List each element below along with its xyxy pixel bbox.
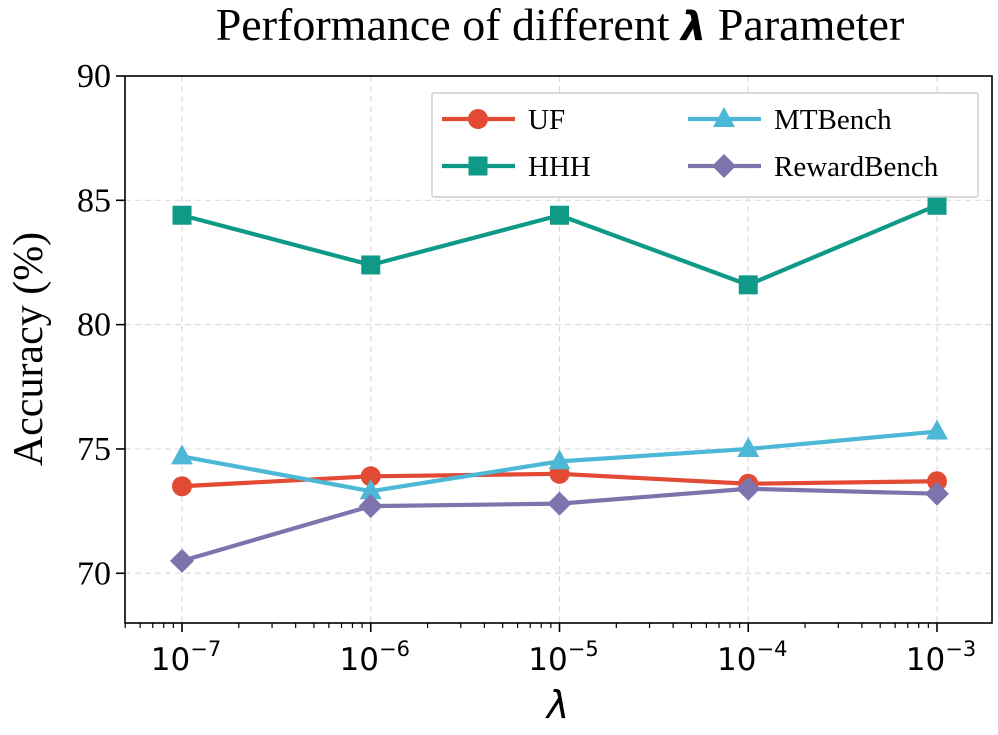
legend-label-hhh: HHH [528, 151, 591, 183]
x-tick-base: 10 [906, 642, 945, 678]
data-point-rewardbench [736, 476, 761, 501]
chart-title-symbol: λ [679, 4, 706, 50]
data-point-hhh [738, 275, 758, 295]
plot-frame [124, 75, 993, 624]
data-point-mtbench [737, 436, 760, 457]
data-point-rewardbench [358, 494, 383, 519]
chart-title-before: Performance of different [216, 0, 681, 50]
legend-marker-rewardbench [712, 154, 736, 178]
x-tick-exponent: −5 [568, 637, 599, 661]
series-layer [170, 195, 949, 573]
x-tick-base: 10 [528, 642, 567, 678]
data-point-hhh [361, 255, 381, 275]
data-point-uf [927, 471, 947, 492]
x-tick-label: 10−7 [151, 637, 221, 678]
x-tick-base: 10 [340, 642, 379, 678]
x-tick-base: 10 [717, 642, 756, 678]
x-tick-label: 10−6 [340, 637, 410, 678]
x-tick-label: 10−5 [528, 637, 598, 678]
x-tick-exponent: −6 [379, 637, 410, 661]
y-tick-label: 75 [77, 431, 111, 468]
data-point-hhh [172, 205, 192, 225]
legend-marker-mtbench [713, 107, 735, 127]
legend-label-mtbench: MTBench [774, 104, 892, 136]
x-tick-label: 10−3 [906, 637, 976, 678]
x-tick-exponent: −7 [190, 637, 221, 661]
data-point-hhh [927, 195, 947, 215]
y-tick-label: 85 [77, 182, 111, 219]
x-tick-base: 10 [151, 642, 190, 678]
data-point-mtbench [171, 444, 193, 465]
chart-title-after: Parameter [706, 0, 904, 50]
data-point-rewardbench [925, 481, 949, 506]
legend-box [431, 92, 979, 198]
data-point-mtbench [548, 449, 571, 470]
legend-marker-hhh [468, 156, 488, 176]
data-point-rewardbench [547, 491, 572, 516]
y-tick-label: 90 [77, 58, 111, 95]
y-tick-label: 80 [77, 307, 111, 344]
y-tick-label: 70 [77, 555, 111, 592]
data-point-rewardbench [170, 548, 194, 573]
legend-label-uf: UF [528, 104, 565, 136]
x-tick-exponent: −3 [945, 637, 976, 661]
data-point-mtbench [359, 479, 382, 500]
legend: UF HHH MTBench RewardBench [431, 92, 979, 198]
legend-label-rewardbench: RewardBench [774, 151, 939, 183]
legend-marker-uf [468, 109, 488, 129]
data-point-uf [360, 466, 381, 487]
x-tick-exponent: −4 [756, 637, 787, 661]
data-point-mtbench [926, 419, 948, 440]
chart-title: Performance of different λ Parameter [216, 0, 905, 50]
data-point-uf [172, 476, 192, 497]
y-axis-label: Accuracy (%) [6, 232, 52, 466]
x-tick-label: 10−4 [717, 637, 787, 678]
data-point-hhh [550, 205, 569, 225]
x-axis-label: λ [545, 683, 570, 727]
